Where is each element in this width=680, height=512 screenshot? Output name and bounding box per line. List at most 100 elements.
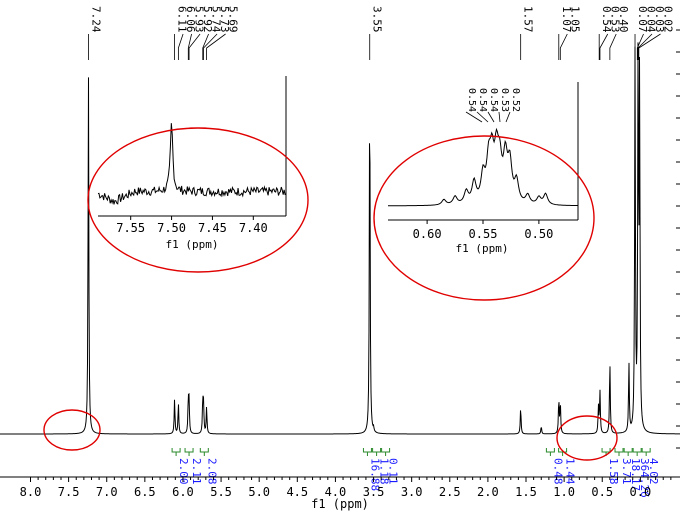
integral-value: 1.44 — [564, 458, 577, 485]
x-tick-label: 3.5 — [363, 485, 385, 499]
inset-aromatic-tick-label: 7.40 — [239, 221, 268, 235]
inset-aliphatic: 0.60 0.55 0.500.54 0.54 0.54 0.53 0.52 — [388, 82, 579, 241]
peak-label: 0.07 — [636, 6, 649, 33]
peak-label: 5.92 — [201, 6, 214, 33]
peak-label-connector — [187, 33, 192, 60]
x-axis: 8.0 7.5 7.0 6.5 6.0 5.5 5.0 4.5 4.0 3.5 3.0 2.5 2.0 1… — [0, 29, 680, 499]
peak-label-connector — [177, 33, 184, 60]
x-tick-label: 5.5 — [210, 485, 232, 499]
peak-label-connector — [599, 33, 609, 60]
x-tick-label: 6.0 — [172, 485, 194, 499]
inset-aromatic-tick-label: 7.55 — [116, 221, 145, 235]
integral-layer: 2.00 2.11 2.08 16.881.180.11 0.48 1.44 1.58 3.7… — [171, 448, 660, 498]
peak-label: 5.93 — [193, 6, 206, 33]
inset-aliphatic-peak-label: 0.54 — [477, 88, 488, 112]
peak-label-connector — [188, 33, 201, 60]
inset-aliphatic-trace — [388, 127, 579, 207]
integral-bracket — [558, 448, 568, 456]
integral-value: 2.08 — [205, 458, 218, 485]
x-tick-label: 0.5 — [591, 485, 613, 499]
inset-aromatic-tick-label: 7.45 — [198, 221, 227, 235]
peak-label: 0.40 — [617, 6, 630, 33]
x-tick-label: 7.0 — [96, 485, 118, 499]
integral-bracket — [362, 448, 372, 456]
x-tick-label: 6.5 — [134, 485, 156, 499]
inset-aromatic-tick-label: 7.50 — [157, 221, 186, 235]
integral-value: 364.26 — [638, 458, 651, 498]
integral-bracket — [632, 448, 642, 456]
peak-label: 0.54 — [600, 6, 613, 33]
inset-aliphatic-peak-connector — [476, 111, 489, 123]
x-tick-label: 5.0 — [248, 485, 270, 499]
peak-label-connector — [636, 33, 644, 60]
peak-label-connector — [206, 33, 226, 60]
peak-label: 0.04 — [645, 6, 658, 33]
peak-label: 6.06 — [184, 6, 197, 33]
peak-label: 5.74 — [210, 6, 223, 33]
spectrum-trace — [0, 42, 680, 435]
highlight-ellipse-small-left — [43, 409, 101, 451]
inset-aliphatic-peak-connector — [505, 111, 511, 123]
x-tick-label: 1.0 — [553, 485, 575, 499]
integral-bracket — [372, 448, 382, 456]
integral-value: 2.11 — [190, 458, 203, 485]
inset-aliphatic-peak-connector — [498, 111, 501, 123]
x-tick-label: 4.5 — [286, 485, 308, 499]
integral-bracket — [199, 448, 209, 456]
peak-label: 1.57 — [522, 6, 535, 33]
peak-label-connector — [559, 33, 568, 60]
integral-bracket — [381, 448, 391, 456]
inset-aliphatic-peak-label: 0.52 — [510, 88, 521, 112]
integral-bracket — [545, 448, 555, 456]
inset-aromatic-trace — [97, 123, 287, 205]
inset-aromatic-xlabel: f1 (ppm) — [166, 238, 219, 251]
x-tick-label: 2.0 — [477, 485, 499, 499]
inset-aliphatic-peak-label: 0.53 — [499, 88, 510, 112]
peak-label: 3.55 — [371, 6, 384, 33]
integral-bracket — [623, 448, 633, 456]
peak-label: 1.07 — [560, 6, 573, 33]
integral-value: 2.00 — [177, 458, 190, 485]
integral-value: 18.17 — [629, 458, 642, 491]
peak-label-connector — [202, 33, 209, 60]
integral-bracket — [641, 448, 651, 456]
inset-aliphatic-xlabel: f1 (ppm) — [456, 242, 509, 255]
peak-label: 0.03 — [653, 6, 666, 33]
inset-aliphatic-tick-label: 0.50 — [524, 227, 553, 241]
x-tick-label: 2.5 — [439, 485, 461, 499]
integral-value: 1.58 — [607, 458, 620, 485]
highlight-ellipse-small-right — [556, 415, 618, 461]
peak-label: 0.53 — [609, 6, 622, 33]
x-tick-label: 4.0 — [325, 485, 347, 499]
peak-label: 7.24 — [89, 6, 102, 33]
peak-label: 5.73 — [218, 6, 231, 33]
inset-aliphatic-peak-label: 0.54 — [466, 88, 477, 112]
integral-value: 16.88 — [368, 458, 381, 491]
inset-aliphatic-tick-label: 0.60 — [413, 227, 442, 241]
peak-label-layer: 7.24 6.116.065.935.925.745.735.69 3.55 1.57… — [88, 6, 675, 60]
integral-value: 0.11 — [387, 458, 400, 485]
peak-label: 0.02 — [662, 6, 675, 33]
inset-aliphatic-tick-label: 0.55 — [469, 227, 498, 241]
x-axis-label: f1 (ppm) — [311, 497, 369, 511]
peak-label-connector — [638, 33, 661, 60]
inset-aromatic: 7.55 7.50 7.45 7.40 — [97, 76, 287, 235]
peak-label: 5.69 — [227, 6, 240, 33]
x-tick-label: 0.0 — [630, 485, 652, 499]
highlight-ellipse-aromatic — [87, 127, 309, 273]
integral-bracket — [614, 448, 624, 456]
x-tick-label: 1.5 — [515, 485, 537, 499]
integral-value: 4.02 — [647, 458, 660, 485]
integral-bracket — [171, 448, 181, 456]
x-tick-label: 8.0 — [20, 485, 42, 499]
inset-aliphatic-peak-connector — [465, 111, 483, 123]
peak-label: 1.05 — [568, 6, 581, 33]
peak-label-connector — [609, 33, 617, 60]
inset-aliphatic-peak-label: 0.54 — [488, 88, 499, 112]
integral-value: 0.48 — [551, 458, 564, 485]
inset-aliphatic-peak-connector — [487, 111, 495, 123]
spectrum-layer — [0, 42, 680, 435]
integral-value: 3.71 — [620, 458, 633, 485]
peak-label-connector — [203, 33, 218, 60]
